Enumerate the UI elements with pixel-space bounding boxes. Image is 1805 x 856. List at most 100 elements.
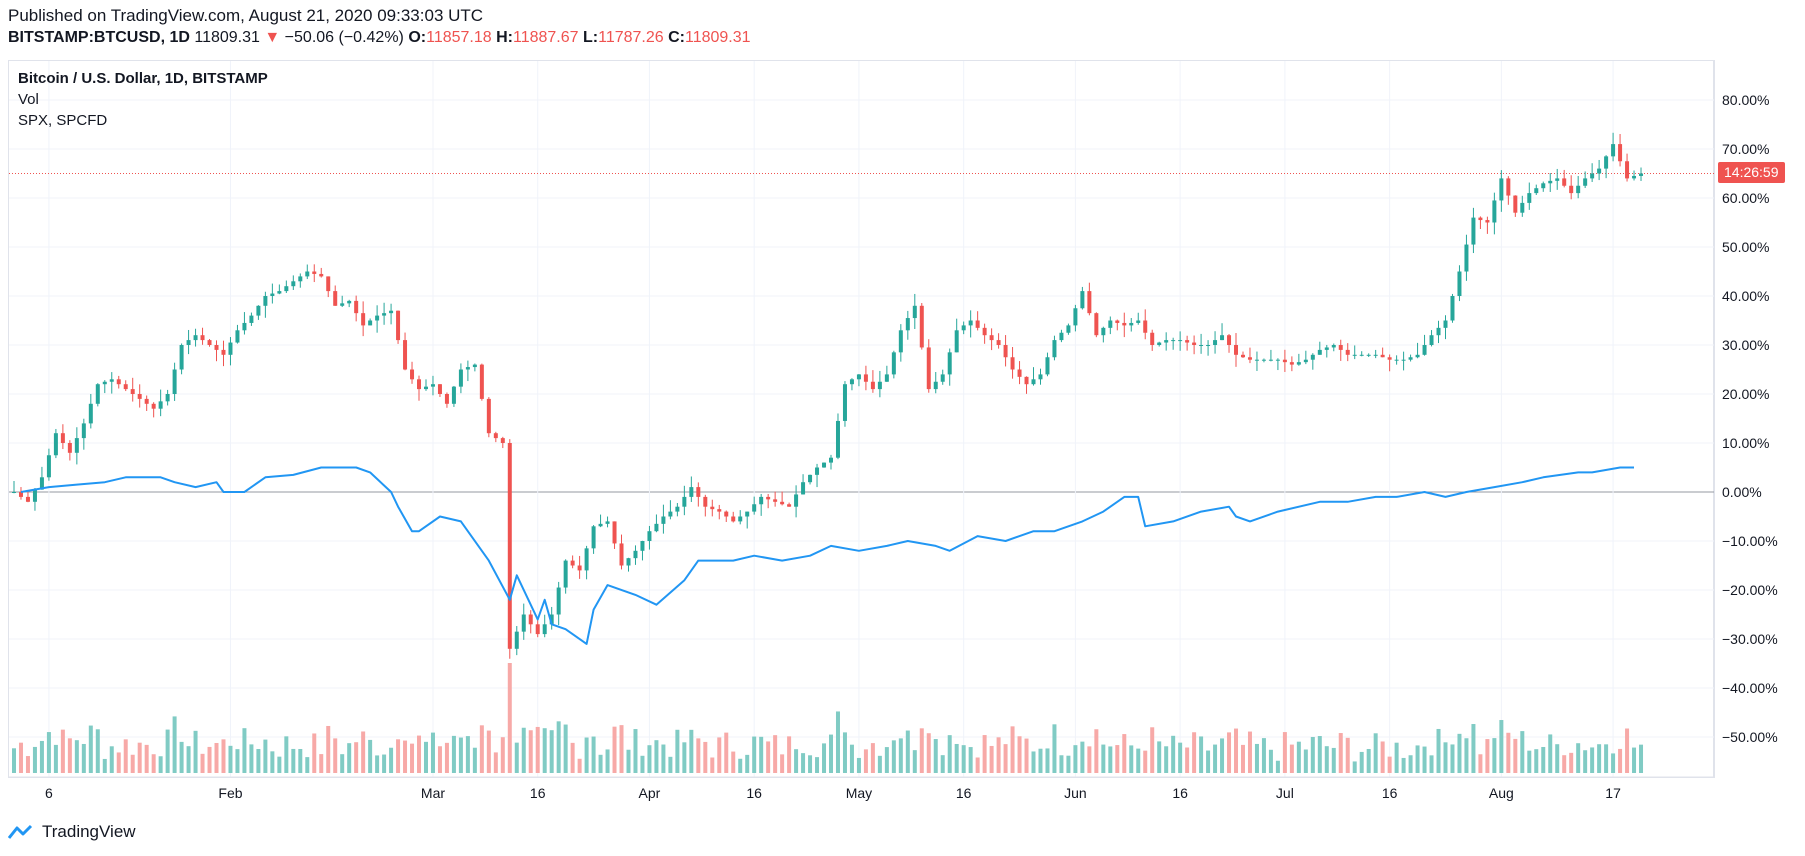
candle-body xyxy=(563,560,568,588)
volume-bar xyxy=(612,726,617,773)
candle-body xyxy=(53,433,58,456)
volume-bar xyxy=(32,746,37,773)
volume-bar xyxy=(123,739,128,773)
candle-body xyxy=(382,313,387,316)
candle-body xyxy=(81,423,86,439)
candle-body xyxy=(626,558,631,566)
volume-bar xyxy=(584,737,589,773)
volume-bar xyxy=(347,743,352,773)
volume-bar xyxy=(989,745,994,773)
candle-body xyxy=(884,374,889,382)
volume-bar xyxy=(1457,733,1462,773)
candle-body xyxy=(403,340,408,370)
y-tick-label: 80.00% xyxy=(1722,92,1769,108)
volume-bar xyxy=(1310,736,1315,773)
x-tick-label: Jun xyxy=(1064,785,1087,801)
volume-bar xyxy=(528,730,533,773)
volume-bar xyxy=(1289,744,1294,773)
volume-bar xyxy=(1240,744,1245,773)
y-tick-label: −50.00% xyxy=(1722,729,1778,745)
footer-brand[interactable]: TradingView xyxy=(8,822,136,842)
volume-bar xyxy=(382,754,387,773)
x-tick-label: 16 xyxy=(746,785,762,801)
volume-bar xyxy=(1094,729,1099,773)
volume-bar xyxy=(535,726,540,773)
legend-main-series[interactable]: Bitcoin / U.S. Dollar, 1D, BITSTAMP xyxy=(18,70,268,87)
volume-bar xyxy=(1450,744,1455,773)
candle-body xyxy=(1178,340,1183,342)
candle-body xyxy=(158,401,163,409)
candle-body xyxy=(1485,220,1490,223)
down-arrow-icon: ▼ xyxy=(264,29,281,46)
candle-body xyxy=(619,543,624,566)
candle-body xyxy=(717,509,722,512)
candle-body xyxy=(326,276,331,292)
candle-body xyxy=(738,516,743,522)
volume-bar xyxy=(214,742,219,773)
volume-bar xyxy=(1010,726,1015,773)
legend-volume[interactable]: Vol xyxy=(18,91,39,108)
candle-body xyxy=(1366,354,1371,356)
volume-bar xyxy=(1108,746,1113,773)
volume-bar xyxy=(514,742,519,773)
candle-body xyxy=(947,352,952,375)
candle-body xyxy=(144,398,149,404)
volume-bar xyxy=(745,754,750,773)
volume-bar xyxy=(256,749,261,773)
candle-body xyxy=(654,523,659,532)
candle-body xyxy=(1080,291,1085,309)
candle-body xyxy=(640,541,645,551)
candle-body xyxy=(1345,349,1350,355)
candle-body xyxy=(605,521,610,524)
y-tick-label: −10.00% xyxy=(1722,533,1778,549)
volume-bar xyxy=(1122,734,1127,773)
volume-bar xyxy=(60,729,65,773)
volume-bar xyxy=(507,663,512,773)
candle-body xyxy=(130,389,135,394)
candle-body xyxy=(1380,354,1385,358)
x-tick-label: Mar xyxy=(421,785,445,801)
volume-bar xyxy=(1625,728,1630,773)
x-tick-label: May xyxy=(846,785,872,801)
candle-body xyxy=(1164,340,1169,343)
candle-body xyxy=(577,565,582,571)
volume-bar xyxy=(1003,744,1008,773)
candle-body xyxy=(305,271,310,277)
symbol-name[interactable]: BITSTAMP:BTCUSD, 1D xyxy=(8,29,190,46)
volume-bar xyxy=(1031,751,1036,773)
volume-bar xyxy=(808,755,813,773)
volume-bar xyxy=(877,755,882,773)
volume-bar xyxy=(1590,747,1595,773)
volume-bar xyxy=(975,757,980,773)
candle-body xyxy=(1555,178,1560,181)
candle-body xyxy=(570,560,575,566)
open-value: 11857.18 xyxy=(426,29,492,46)
volume-bar xyxy=(654,740,659,773)
volume-bar xyxy=(1227,732,1232,773)
volume-bar xyxy=(1324,746,1329,773)
candle-body xyxy=(1576,185,1581,194)
candle-body xyxy=(396,310,401,341)
volume-bar xyxy=(1296,741,1301,773)
volume-bar xyxy=(403,740,408,773)
candle-body xyxy=(1604,156,1609,169)
volume-bar xyxy=(647,745,652,773)
volume-bar xyxy=(410,743,415,773)
legend-compare-series[interactable]: SPX, SPCFD xyxy=(18,112,108,129)
volume-bar xyxy=(1261,738,1266,773)
volume-bar xyxy=(207,746,212,773)
symbol-quote-bar: BITSTAMP:BTCUSD, 1D 11809.31 ▼ −50.06 (−… xyxy=(8,29,751,47)
volume-bar xyxy=(1017,736,1022,773)
volume-bar xyxy=(423,741,428,773)
volume-bar xyxy=(863,749,868,773)
candle-body xyxy=(1303,359,1308,363)
candle-body xyxy=(535,624,540,635)
candle-body xyxy=(1387,357,1392,360)
volume-bar xyxy=(1338,733,1343,773)
candle-body xyxy=(898,330,903,353)
low-label: L: xyxy=(583,29,599,46)
volume-bar xyxy=(1275,760,1280,773)
candle-body xyxy=(102,381,107,385)
candle-body xyxy=(1066,325,1071,333)
